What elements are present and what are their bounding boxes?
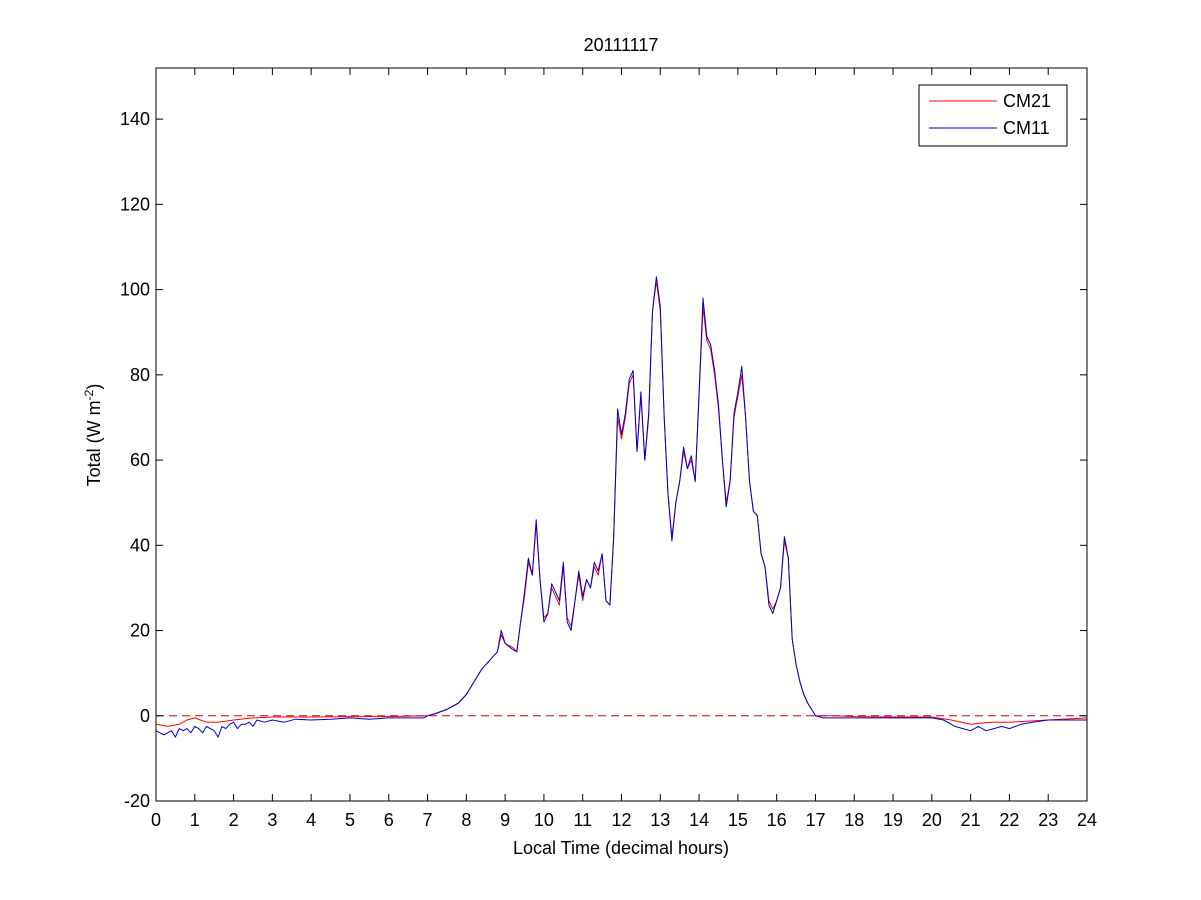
series-group [156, 276, 1087, 738]
legend: CM21 CM11 [918, 84, 1068, 147]
y-tick-label: 60 [130, 450, 150, 470]
x-tick-label: 5 [345, 810, 355, 830]
x-tick-label: 20 [922, 810, 942, 830]
x-tick-label: 7 [423, 810, 433, 830]
x-tick-label: 16 [767, 810, 787, 830]
x-tick-label: 15 [728, 810, 748, 830]
x-tick-label: 0 [151, 810, 161, 830]
chart-title: 20111117 [584, 35, 659, 55]
x-tick-label: 13 [650, 810, 670, 830]
y-tick-label: 100 [120, 280, 150, 300]
x-tick-label: 22 [999, 810, 1019, 830]
x-axis-label: Local Time (decimal hours) [513, 838, 729, 858]
y-tick-label: 140 [120, 109, 150, 129]
x-tick-label: 23 [1038, 810, 1058, 830]
x-tick-label: 19 [883, 810, 903, 830]
x-tick-label: 8 [461, 810, 471, 830]
x-tick-label: 21 [961, 810, 981, 830]
x-tick-label: 18 [844, 810, 864, 830]
y-axis-label: Total (W m-2) [82, 384, 104, 487]
x-tick-label: 14 [689, 810, 709, 830]
series-line-cm11 [156, 276, 1087, 738]
x-tick-label: 4 [306, 810, 316, 830]
y-tick-label: 0 [140, 706, 150, 726]
x-tick-label: 3 [267, 810, 277, 830]
x-axis-ticks: 0 1 2 3 4 5 6 7 8 9 10 11 12 13 14 15 16 17 18 19 20 21 22 23 24 [151, 68, 1097, 830]
legend-box [918, 84, 1068, 147]
x-tick-label: 12 [611, 810, 631, 830]
x-tick-label: 2 [229, 810, 239, 830]
y-axis-label-main: Total (W m [84, 400, 104, 486]
y-tick-label: 80 [130, 365, 150, 385]
y-tick-label: 20 [130, 621, 150, 641]
x-tick-label: 24 [1077, 810, 1097, 830]
x-tick-label: 6 [384, 810, 394, 830]
y-axis-label-superscript: -2 [82, 389, 96, 400]
x-tick-label: 9 [500, 810, 510, 830]
x-tick-label: 17 [805, 810, 825, 830]
legend-label-cm21: CM21 [1003, 91, 1051, 111]
x-tick-label: 1 [190, 810, 200, 830]
y-axis-ticks: -20 0 20 40 60 80 100 120 140 [120, 109, 1087, 811]
y-axis-label-close: ) [84, 384, 104, 390]
y-tick-label: 120 [120, 194, 150, 214]
x-tick-label: 10 [534, 810, 554, 830]
y-tick-label: 40 [130, 535, 150, 555]
y-tick-label: -20 [124, 791, 150, 811]
x-tick-label: 11 [573, 810, 592, 830]
legend-label-cm11: CM11 [1003, 118, 1050, 138]
